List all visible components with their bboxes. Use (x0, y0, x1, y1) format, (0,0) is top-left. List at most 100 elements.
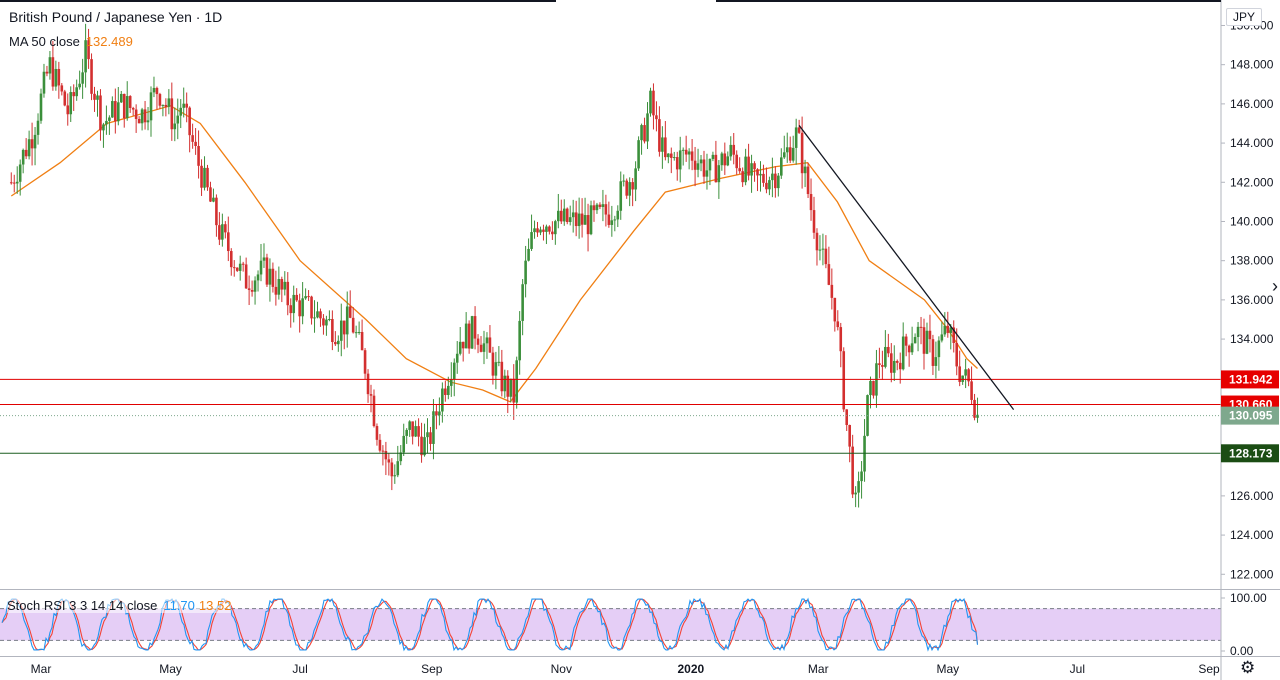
candle-body (744, 156, 747, 183)
candle-body (417, 426, 420, 437)
candle-body (759, 173, 762, 176)
candle-body (27, 139, 31, 157)
candle-body (111, 101, 114, 118)
candle-body (372, 395, 376, 427)
candle-body (238, 263, 242, 271)
candle-body (244, 264, 248, 289)
y-tick-label: 138.000 (1230, 254, 1274, 268)
candle-body (794, 127, 798, 148)
x-tick-label: Nov (551, 662, 572, 676)
y-tick-label: 124.000 (1230, 528, 1274, 542)
candle-body (833, 297, 837, 322)
gear-icon[interactable]: ⚙ (1240, 658, 1256, 677)
candle-body (521, 284, 524, 321)
y-tick-label: 148.000 (1230, 58, 1274, 72)
horizontal-levels[interactable] (0, 378, 1221, 454)
candle-body (369, 394, 373, 396)
candle-body (12, 182, 16, 184)
candle-body (717, 165, 721, 183)
candle-body (476, 338, 480, 345)
candle-body (218, 225, 221, 240)
candle-body (595, 204, 599, 211)
candle-body (729, 144, 733, 157)
candle-body (176, 115, 180, 124)
candle-body (197, 146, 200, 166)
candle-body (93, 93, 96, 100)
candle-body (155, 87, 159, 95)
candle-body (907, 345, 911, 353)
candle-body (904, 336, 908, 346)
candle-body (506, 375, 510, 397)
candle-body (114, 101, 117, 122)
candle-body (274, 286, 278, 295)
candle-body (143, 109, 147, 123)
candle-body (331, 319, 334, 343)
candle-body (387, 459, 391, 463)
candle-body (973, 399, 976, 418)
candle-body (830, 284, 834, 298)
candle-body (485, 337, 489, 344)
candle-body (756, 169, 759, 176)
trendline[interactable] (798, 125, 1015, 411)
candle-body (726, 156, 730, 166)
candle-body (441, 388, 444, 412)
candle-body (967, 369, 970, 382)
candle-body (250, 290, 254, 292)
candle-body (613, 219, 617, 221)
candle-body (524, 260, 527, 285)
currency-badge[interactable]: JPY (1225, 8, 1262, 26)
trendline-segment (798, 125, 1015, 411)
candle-body (265, 257, 269, 285)
price-axis-handle-icon[interactable]: › (1272, 276, 1278, 296)
candle-body (447, 385, 450, 396)
candle-body (800, 132, 804, 174)
candle-body (137, 119, 141, 124)
candle-body (782, 152, 786, 158)
candle-body (872, 380, 875, 396)
y-tick-label: 136.000 (1230, 293, 1274, 307)
candle-body (768, 180, 771, 190)
candle-body (488, 337, 492, 353)
candle-body (81, 72, 84, 84)
candle-body (75, 87, 78, 97)
stoch-rsi-legend[interactable]: Stoch RSI 3 3 14 14 close 11.70 13.52 (7, 598, 232, 613)
candle-body (565, 208, 569, 223)
candle-body (672, 157, 676, 159)
candle-body (583, 215, 587, 225)
candle-body (497, 361, 501, 363)
candle-body (720, 153, 724, 166)
candle-body (345, 306, 349, 335)
candle-body (545, 226, 548, 232)
candle-body (762, 173, 765, 183)
candle-body (301, 298, 304, 317)
candle-body (402, 435, 406, 453)
candle-body (99, 95, 102, 131)
candle-body (33, 134, 37, 149)
x-tick-label: 2020 (677, 662, 704, 676)
candle-body (551, 231, 554, 235)
candle-body (119, 93, 123, 103)
ma-legend[interactable]: MA 50 close 132.489 (9, 34, 133, 49)
candle-body (548, 226, 551, 232)
stoch-band-fill (0, 608, 1221, 641)
candle-body (634, 168, 637, 190)
candle-body (753, 163, 756, 170)
symbol-title[interactable]: British Pound / Japanese Yen · 1D (9, 9, 223, 25)
candle-body (381, 450, 385, 452)
y-tick-label: 134.000 (1230, 332, 1274, 346)
candle-body (824, 248, 828, 265)
candle-body (298, 300, 301, 317)
candle-body (342, 320, 346, 335)
candle-body (518, 320, 521, 361)
candle-body (227, 232, 230, 252)
candle-body (444, 388, 447, 396)
candle-body (209, 187, 212, 202)
candle-body (235, 267, 239, 271)
candle-body (976, 414, 979, 418)
candle-body (435, 411, 438, 416)
candle-body (586, 215, 590, 235)
candle-body (750, 163, 753, 176)
candle-body (452, 362, 456, 380)
x-tick-label: Jul (292, 662, 307, 676)
